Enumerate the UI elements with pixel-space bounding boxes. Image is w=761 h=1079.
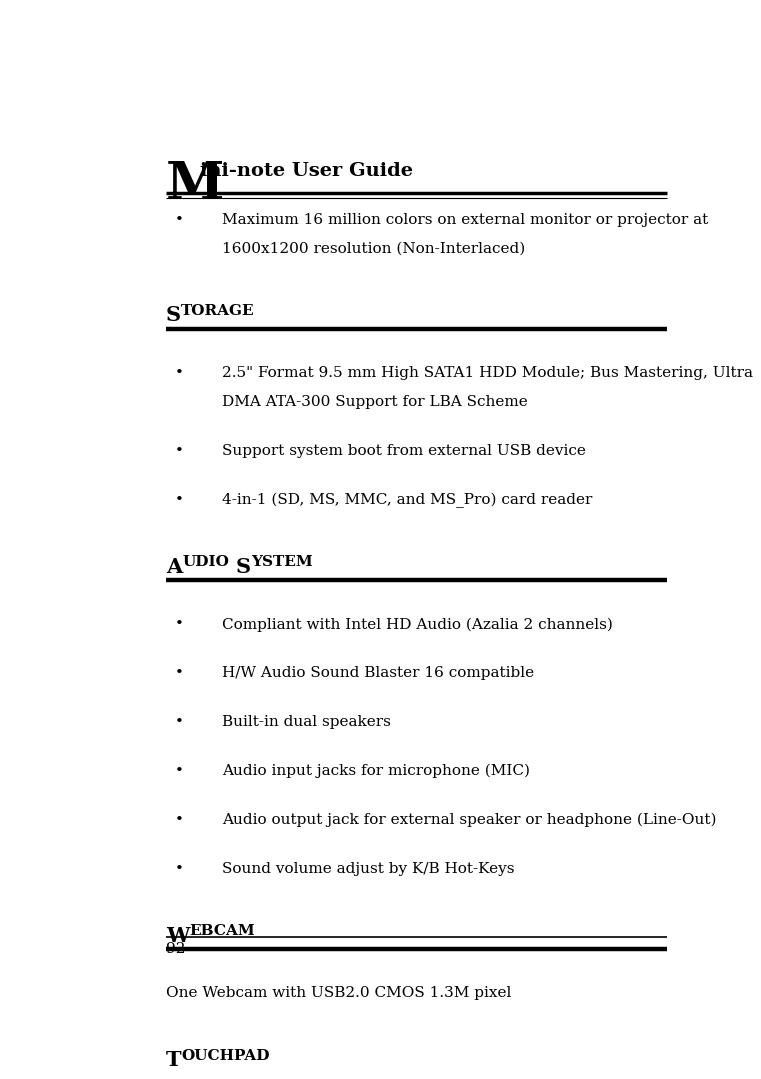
Text: YSTEM: YSTEM	[251, 555, 313, 569]
Text: 1600x1200 resolution (Non-Interlaced): 1600x1200 resolution (Non-Interlaced)	[222, 242, 525, 256]
Text: •: •	[175, 366, 183, 380]
Text: W: W	[166, 926, 189, 946]
Text: S: S	[236, 557, 251, 577]
Text: A: A	[166, 557, 182, 577]
Text: DMA ATA-300 Support for LBA Scheme: DMA ATA-300 Support for LBA Scheme	[222, 395, 527, 409]
Text: Support system boot from external USB device: Support system boot from external USB de…	[222, 443, 586, 457]
Text: 4-in-1 (SD, MS, MMC, and MS_Pro) card reader: 4-in-1 (SD, MS, MMC, and MS_Pro) card re…	[222, 493, 592, 508]
Text: ini-note User Guide: ini-note User Guide	[199, 162, 412, 180]
Text: •: •	[175, 213, 183, 227]
Text: OUCHPAD: OUCHPAD	[182, 1049, 270, 1063]
Text: Sound volume adjust by K/B Hot-Keys: Sound volume adjust by K/B Hot-Keys	[222, 862, 514, 876]
Text: H/W Audio Sound Blaster 16 compatible: H/W Audio Sound Blaster 16 compatible	[222, 666, 534, 680]
Text: M: M	[166, 159, 224, 209]
Text: •: •	[175, 443, 183, 457]
Text: T: T	[166, 1050, 182, 1070]
Text: Built-in dual speakers: Built-in dual speakers	[222, 715, 391, 729]
Text: •: •	[175, 715, 183, 729]
Text: •: •	[175, 666, 183, 680]
Text: Audio input jacks for microphone (MIC): Audio input jacks for microphone (MIC)	[222, 764, 530, 778]
Text: One Webcam with USB2.0 CMOS 1.3M pixel: One Webcam with USB2.0 CMOS 1.3M pixel	[166, 986, 511, 1000]
Text: •: •	[175, 812, 183, 827]
Text: 2.5" Format 9.5 mm High SATA1 HDD Module; Bus Mastering, Ultra: 2.5" Format 9.5 mm High SATA1 HDD Module…	[222, 366, 753, 380]
Text: •: •	[175, 493, 183, 507]
Text: •: •	[175, 862, 183, 876]
Text: UDIO: UDIO	[182, 555, 229, 569]
Text: •: •	[175, 617, 183, 631]
Text: Maximum 16 million colors on external monitor or projector at: Maximum 16 million colors on external mo…	[222, 213, 708, 227]
Text: Audio output jack for external speaker or headphone (Line-Out): Audio output jack for external speaker o…	[222, 812, 716, 828]
Text: S: S	[166, 305, 181, 326]
Text: 92: 92	[166, 942, 186, 956]
Text: EBCAM: EBCAM	[189, 925, 255, 938]
Text: TORAGE: TORAGE	[181, 304, 255, 318]
Text: Compliant with Intel HD Audio (Azalia 2 channels): Compliant with Intel HD Audio (Azalia 2 …	[222, 617, 613, 631]
Text: •: •	[175, 764, 183, 778]
